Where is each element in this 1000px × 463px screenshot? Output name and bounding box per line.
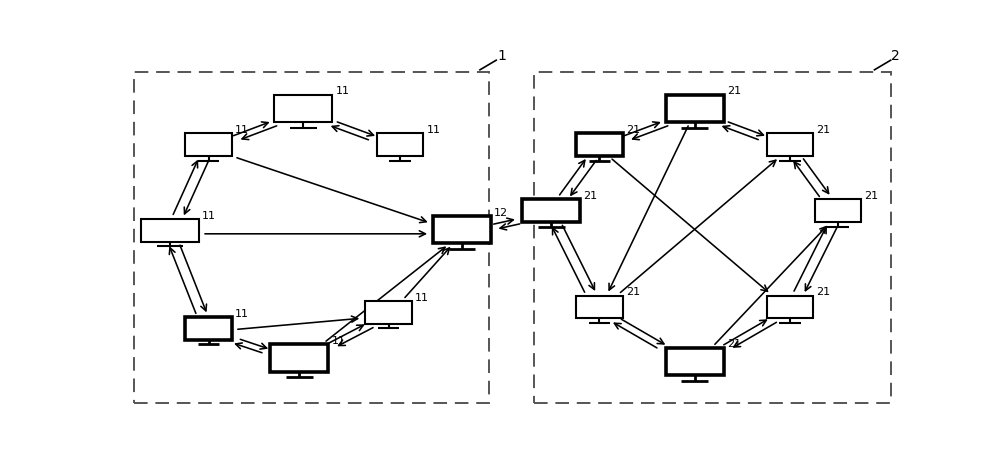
- FancyArrowPatch shape: [724, 320, 766, 345]
- FancyArrowPatch shape: [329, 325, 363, 343]
- Bar: [134, 72, 489, 403]
- FancyArrowPatch shape: [337, 122, 374, 136]
- FancyArrowPatch shape: [500, 224, 520, 230]
- Text: 11: 11: [426, 125, 440, 135]
- Text: 11: 11: [415, 293, 429, 303]
- FancyArrowPatch shape: [173, 161, 198, 214]
- Bar: [274, 94, 332, 122]
- Bar: [666, 348, 724, 375]
- FancyArrowPatch shape: [614, 323, 657, 348]
- Text: 12: 12: [494, 207, 508, 218]
- FancyArrowPatch shape: [620, 160, 776, 293]
- Bar: [767, 133, 813, 156]
- FancyArrowPatch shape: [715, 226, 826, 344]
- Text: 2: 2: [891, 49, 900, 63]
- FancyArrowPatch shape: [240, 339, 267, 349]
- FancyArrowPatch shape: [237, 158, 426, 223]
- Text: 21: 21: [626, 288, 640, 297]
- Text: 21: 21: [864, 191, 878, 201]
- FancyArrowPatch shape: [169, 248, 196, 313]
- Bar: [534, 72, 891, 403]
- FancyArrowPatch shape: [794, 227, 826, 291]
- FancyArrowPatch shape: [621, 319, 664, 344]
- FancyArrowPatch shape: [609, 126, 688, 290]
- FancyArrowPatch shape: [205, 231, 425, 237]
- FancyArrowPatch shape: [794, 162, 819, 196]
- Text: 21: 21: [816, 125, 830, 135]
- Bar: [815, 199, 861, 222]
- Bar: [576, 295, 623, 318]
- FancyArrowPatch shape: [238, 316, 358, 329]
- Bar: [185, 317, 232, 340]
- FancyArrowPatch shape: [234, 122, 268, 136]
- Text: 21: 21: [727, 339, 741, 350]
- Text: 1: 1: [497, 49, 506, 63]
- Text: 11: 11: [332, 336, 346, 346]
- Text: 21: 21: [626, 125, 640, 135]
- FancyArrowPatch shape: [236, 343, 262, 353]
- Bar: [666, 94, 724, 122]
- FancyArrowPatch shape: [612, 159, 767, 291]
- FancyArrowPatch shape: [553, 228, 585, 292]
- FancyArrowPatch shape: [242, 126, 277, 140]
- Bar: [576, 133, 623, 156]
- Text: 11: 11: [202, 211, 216, 221]
- FancyArrowPatch shape: [332, 125, 368, 140]
- Bar: [365, 301, 412, 324]
- FancyArrowPatch shape: [494, 218, 513, 224]
- FancyArrowPatch shape: [571, 161, 596, 195]
- FancyArrowPatch shape: [339, 328, 373, 345]
- Bar: [270, 344, 328, 372]
- Bar: [767, 295, 813, 318]
- Bar: [522, 199, 580, 222]
- FancyArrowPatch shape: [734, 322, 776, 347]
- Bar: [377, 133, 423, 156]
- FancyArrowPatch shape: [562, 225, 594, 289]
- FancyArrowPatch shape: [803, 159, 829, 194]
- Bar: [185, 133, 232, 156]
- FancyArrowPatch shape: [728, 122, 763, 136]
- Text: 11: 11: [235, 125, 249, 135]
- FancyArrowPatch shape: [633, 126, 668, 140]
- Text: 21: 21: [727, 86, 741, 96]
- Text: 21: 21: [583, 191, 598, 201]
- FancyArrowPatch shape: [180, 245, 207, 311]
- FancyArrowPatch shape: [560, 160, 585, 195]
- FancyArrowPatch shape: [405, 248, 449, 298]
- FancyArrowPatch shape: [723, 126, 758, 140]
- Text: 11: 11: [235, 309, 249, 319]
- FancyArrowPatch shape: [184, 161, 209, 214]
- FancyArrowPatch shape: [326, 247, 445, 341]
- Text: 11: 11: [335, 86, 349, 96]
- FancyArrowPatch shape: [624, 122, 659, 136]
- Text: 21: 21: [816, 288, 830, 297]
- Bar: [433, 216, 491, 243]
- Bar: [141, 219, 199, 242]
- FancyArrowPatch shape: [805, 226, 837, 291]
